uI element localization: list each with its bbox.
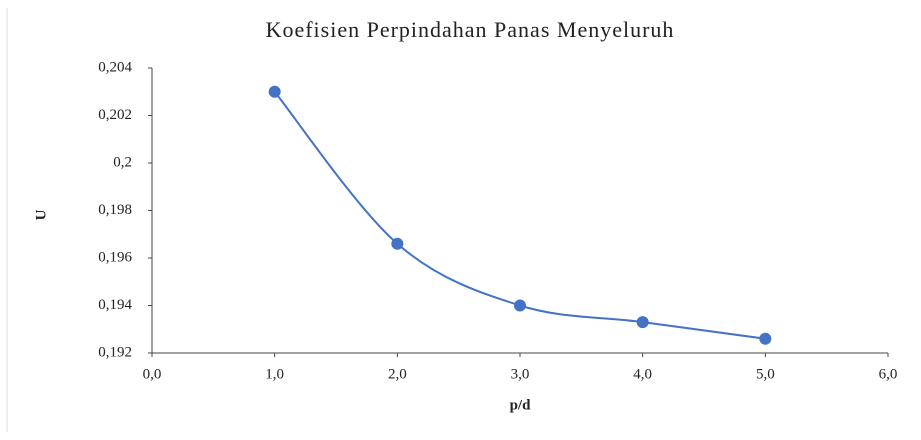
chart-title: Koefisien Perpindahan Panas Menyeluruh bbox=[266, 17, 675, 42]
x-axis-label: p/d bbox=[510, 397, 532, 413]
y-tick-label: 0,202 bbox=[98, 107, 132, 123]
y-tick-label: 0,196 bbox=[98, 249, 132, 265]
y-tick-label: 0,204 bbox=[98, 59, 132, 75]
point bbox=[514, 299, 526, 312]
x-tick-label: 5,0 bbox=[756, 366, 775, 382]
y-tick-label: 0,194 bbox=[98, 297, 132, 313]
x-tick-label: 2,0 bbox=[388, 366, 407, 382]
x-tick-label: 0,0 bbox=[143, 366, 162, 382]
point bbox=[759, 332, 772, 345]
y-tick-label: 0,192 bbox=[98, 344, 132, 360]
point bbox=[391, 237, 404, 250]
y-tick-label: 0,198 bbox=[98, 202, 132, 218]
x-tick-label: 3,0 bbox=[511, 366, 530, 382]
x-tick-label: 1,0 bbox=[265, 366, 284, 382]
point bbox=[636, 316, 649, 329]
x-tick-label: 4,0 bbox=[633, 366, 652, 382]
y-tick-label: 0,2 bbox=[113, 154, 132, 170]
y-axis-label: U bbox=[33, 209, 49, 220]
x-tick-label: 6,0 bbox=[879, 366, 898, 382]
point bbox=[268, 85, 281, 98]
